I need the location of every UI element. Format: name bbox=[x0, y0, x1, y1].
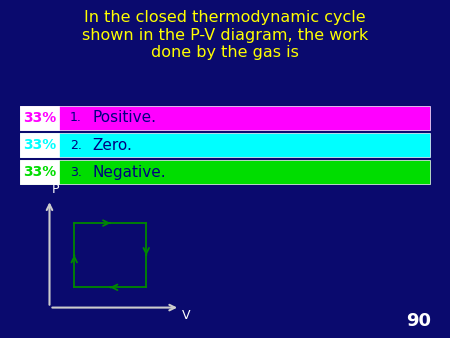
Text: Zero.: Zero. bbox=[92, 138, 132, 152]
Bar bbox=[20, 106, 430, 130]
Text: 3.: 3. bbox=[70, 166, 81, 178]
Text: Negative.: Negative. bbox=[92, 165, 166, 179]
Text: 2.: 2. bbox=[70, 139, 81, 151]
Bar bbox=[20, 160, 430, 184]
Bar bbox=[20, 160, 58, 184]
Text: V: V bbox=[182, 309, 191, 322]
Bar bbox=[20, 133, 430, 157]
Text: In the closed thermodynamic cycle
shown in the P-V diagram, the work
done by the: In the closed thermodynamic cycle shown … bbox=[82, 10, 368, 60]
Text: 90: 90 bbox=[406, 312, 431, 330]
Bar bbox=[20, 106, 58, 130]
Text: Positive.: Positive. bbox=[92, 111, 156, 125]
Text: 33%: 33% bbox=[23, 138, 56, 152]
Bar bbox=[20, 133, 58, 157]
Text: 1.: 1. bbox=[70, 112, 81, 124]
Text: P: P bbox=[52, 183, 59, 196]
Text: 33%: 33% bbox=[23, 165, 56, 179]
Text: 33%: 33% bbox=[23, 111, 56, 125]
